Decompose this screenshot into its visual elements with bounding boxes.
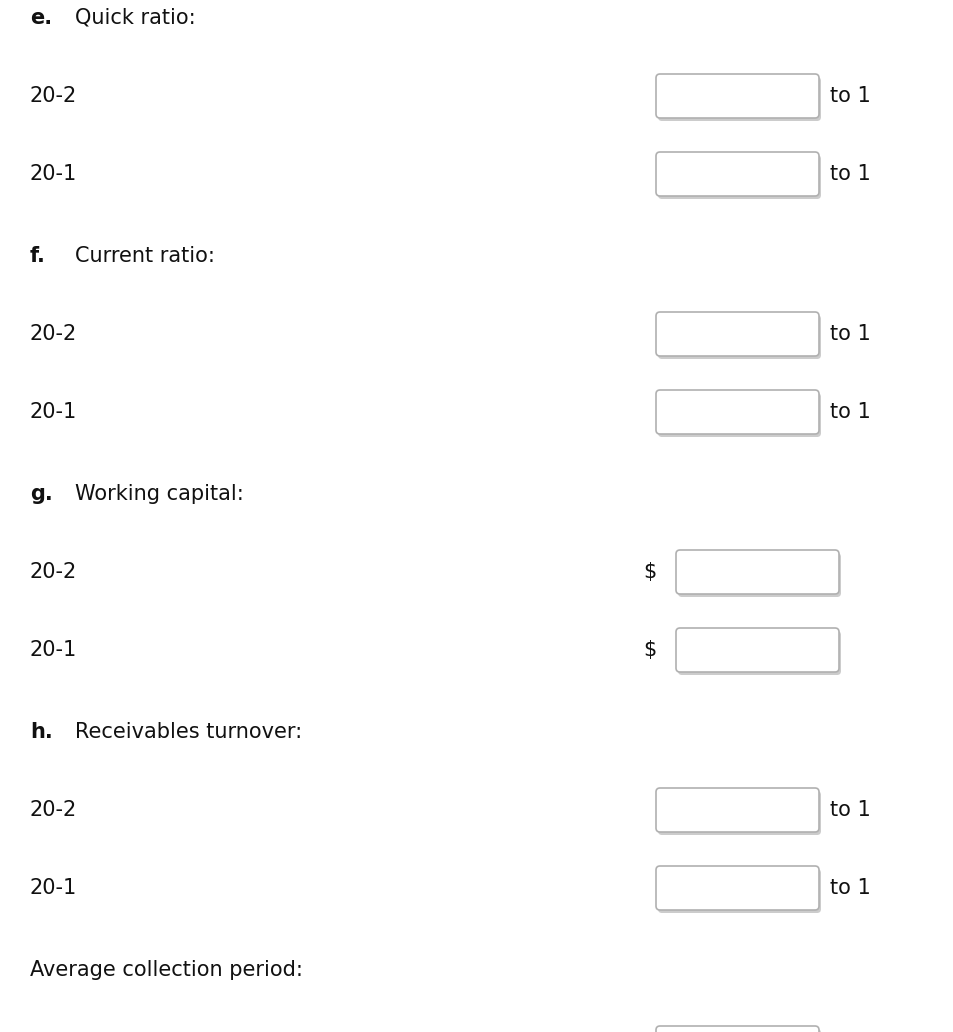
Text: e.: e. <box>30 8 52 28</box>
FancyBboxPatch shape <box>656 74 818 118</box>
Text: 20-1: 20-1 <box>30 640 77 660</box>
FancyBboxPatch shape <box>658 77 821 121</box>
Text: g.: g. <box>30 484 52 504</box>
Text: 20-1: 20-1 <box>30 164 77 184</box>
Text: to 1: to 1 <box>829 402 870 422</box>
FancyBboxPatch shape <box>678 553 841 596</box>
FancyBboxPatch shape <box>658 155 821 199</box>
Text: 20-2: 20-2 <box>30 562 77 582</box>
Text: 20-2: 20-2 <box>30 800 77 820</box>
Text: h.: h. <box>30 722 52 742</box>
Text: to 1: to 1 <box>829 800 870 820</box>
Text: to 1: to 1 <box>829 164 870 184</box>
Text: $: $ <box>643 562 657 582</box>
Text: 20-2: 20-2 <box>30 86 77 106</box>
Text: 20-1: 20-1 <box>30 402 77 422</box>
Text: $: $ <box>643 640 657 660</box>
FancyBboxPatch shape <box>656 866 818 910</box>
Text: 20-1: 20-1 <box>30 878 77 898</box>
Text: f.: f. <box>30 246 46 266</box>
FancyBboxPatch shape <box>658 869 821 913</box>
Text: to 1: to 1 <box>829 86 870 106</box>
FancyBboxPatch shape <box>658 393 821 437</box>
FancyBboxPatch shape <box>658 791 821 835</box>
FancyBboxPatch shape <box>678 631 841 675</box>
Text: to 1: to 1 <box>829 324 870 344</box>
FancyBboxPatch shape <box>676 628 838 672</box>
FancyBboxPatch shape <box>658 315 821 359</box>
Text: Receivables turnover:: Receivables turnover: <box>75 722 302 742</box>
FancyBboxPatch shape <box>656 1026 818 1032</box>
Text: Current ratio:: Current ratio: <box>75 246 214 266</box>
FancyBboxPatch shape <box>656 390 818 434</box>
Text: Average collection period:: Average collection period: <box>30 960 302 980</box>
FancyBboxPatch shape <box>656 152 818 196</box>
FancyBboxPatch shape <box>656 312 818 356</box>
FancyBboxPatch shape <box>676 550 838 594</box>
Text: Working capital:: Working capital: <box>75 484 244 504</box>
Text: 20-2: 20-2 <box>30 324 77 344</box>
FancyBboxPatch shape <box>658 1029 821 1032</box>
Text: to 1: to 1 <box>829 878 870 898</box>
FancyBboxPatch shape <box>656 788 818 832</box>
Text: Quick ratio:: Quick ratio: <box>75 8 195 28</box>
